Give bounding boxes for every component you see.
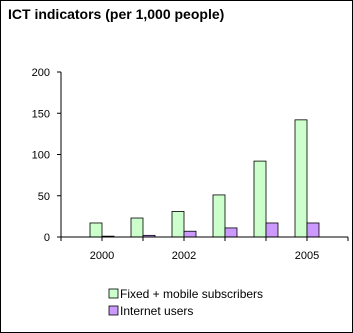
legend-label: Fixed + mobile subscribers: [120, 287, 263, 301]
legend-swatch: [108, 288, 119, 299]
y-axis-ticks: 0 50 100 150 200: [32, 67, 61, 244]
legend-label: Internet users: [120, 304, 193, 318]
bar-fixed-mobile-subscribers: [171, 211, 185, 238]
x-tick-label: 2005: [295, 250, 319, 262]
bars: [89, 119, 320, 238]
legend-swatch: [108, 305, 119, 316]
y-tick-label: 200: [32, 67, 50, 79]
bar-fixed-mobile-subscribers: [212, 194, 226, 238]
bar-internet-users: [265, 222, 279, 238]
bar-fixed-mobile-subscribers: [294, 119, 308, 238]
bar-fixed-mobile-subscribers: [89, 222, 103, 238]
legend: Fixed + mobile subscribers Internet users: [108, 287, 263, 318]
chart-title: ICT indicators (per 1,000 people): [8, 6, 225, 22]
y-tick-label: 100: [32, 150, 50, 162]
bar-fixed-mobile-subscribers: [253, 160, 267, 238]
y-tick-label: 50: [38, 191, 50, 203]
x-tick-label: 2000: [90, 250, 114, 262]
bar-internet-users: [224, 227, 238, 238]
bar-internet-users: [183, 230, 197, 238]
bar-internet-users: [306, 222, 320, 238]
x-tick-label: 2002: [172, 250, 196, 262]
x-axis-ticks: 2000 2002 2005: [60, 237, 349, 262]
y-tick-label: 150: [32, 108, 50, 120]
y-tick-label: 0: [44, 232, 50, 244]
bar-fixed-mobile-subscribers: [130, 217, 144, 238]
